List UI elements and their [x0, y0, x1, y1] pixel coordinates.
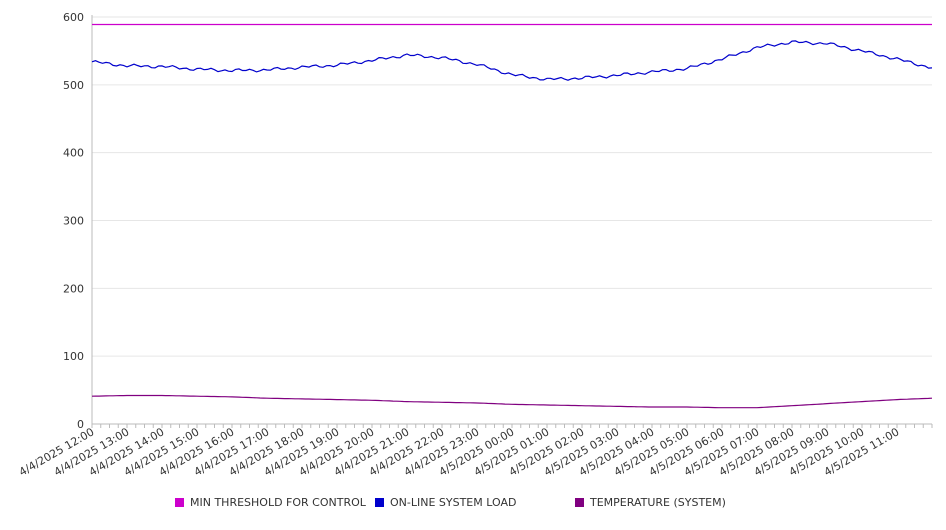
series-lines	[91, 23, 933, 409]
legend-label-temperature: TEMPERATURE (SYSTEM)	[590, 496, 726, 509]
y-tick-label: 0	[77, 418, 84, 431]
y-tick-label: 100	[63, 350, 84, 363]
y-tick-label: 400	[63, 147, 84, 160]
legend-item-temperature: TEMPERATURE (SYSTEM)	[575, 496, 726, 509]
series-line-temperature-system	[91, 394, 933, 409]
y-tick-labels: 0 100 200 300 400 500 600	[63, 11, 84, 431]
grid-lines	[92, 16, 932, 357]
y-tick-label: 500	[63, 79, 84, 92]
legend-swatch-min-threshold	[175, 498, 184, 507]
y-tick-label: 300	[63, 215, 84, 228]
series-line-on-line-system-load	[91, 40, 933, 81]
legend-item-system-load: ON-LINE SYSTEM LOAD	[375, 496, 516, 509]
axes	[91, 15, 933, 428]
legend: MIN THRESHOLD FOR CONTROL ON-LINE SYSTEM…	[0, 496, 946, 516]
x-tick-labels: 4/4/2025 12:004/4/2025 13:004/4/2025 14:…	[17, 425, 902, 479]
y-tick-label: 600	[63, 11, 84, 24]
legend-swatch-temperature	[575, 498, 584, 507]
legend-swatch-system-load	[375, 498, 384, 507]
legend-label-min-threshold: MIN THRESHOLD FOR CONTROL	[190, 496, 366, 509]
legend-label-system-load: ON-LINE SYSTEM LOAD	[390, 496, 517, 509]
y-tick-label: 200	[63, 282, 84, 295]
legend-item-min-threshold: MIN THRESHOLD FOR CONTROL	[175, 496, 366, 509]
